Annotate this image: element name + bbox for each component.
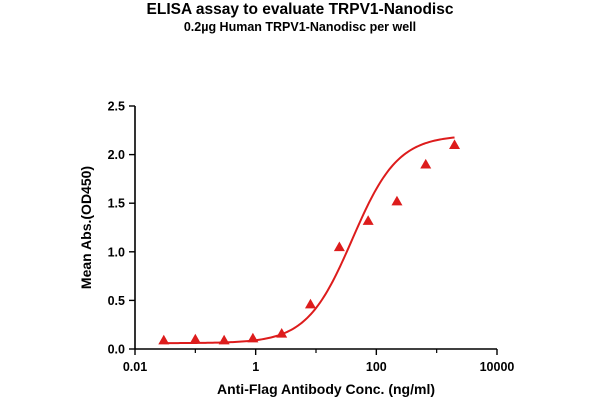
y-tick-label: 0.0: [108, 343, 125, 357]
data-point: [391, 195, 403, 206]
x-tick-label: 100: [366, 360, 387, 374]
chart-subtitle: 0.2µg Human TRPV1-Nanodisc per well: [183, 20, 417, 34]
data-point: [333, 241, 345, 252]
data-point: [189, 333, 201, 344]
y-tick-label: 1.5: [108, 197, 125, 211]
x-tick-label: 0.01: [123, 360, 147, 374]
y-tick-label: 2.0: [108, 148, 125, 162]
data-point: [449, 139, 461, 150]
x-tick-label: 1: [252, 360, 259, 374]
y-tick-label: 0.5: [108, 294, 125, 308]
data-point: [218, 334, 230, 345]
data-point: [420, 158, 432, 169]
y-tick-label: 2.5: [108, 100, 125, 114]
data-point: [276, 327, 288, 338]
x-tick-label: 10000: [480, 360, 515, 374]
data-point: [158, 334, 170, 345]
x-axis-label: Anti-Flag Antibody Conc. (ng/ml): [217, 381, 435, 397]
data-point: [247, 332, 259, 343]
chart-title: ELISA assay to evaluate TRPV1-Nanodisc: [146, 1, 454, 18]
y-axis-label: Mean Abs.(OD450): [78, 166, 94, 289]
data-point: [304, 298, 316, 309]
data-point: [362, 215, 374, 225]
y-tick-label: 1.0: [108, 245, 125, 259]
fit-curve: [163, 136, 455, 345]
